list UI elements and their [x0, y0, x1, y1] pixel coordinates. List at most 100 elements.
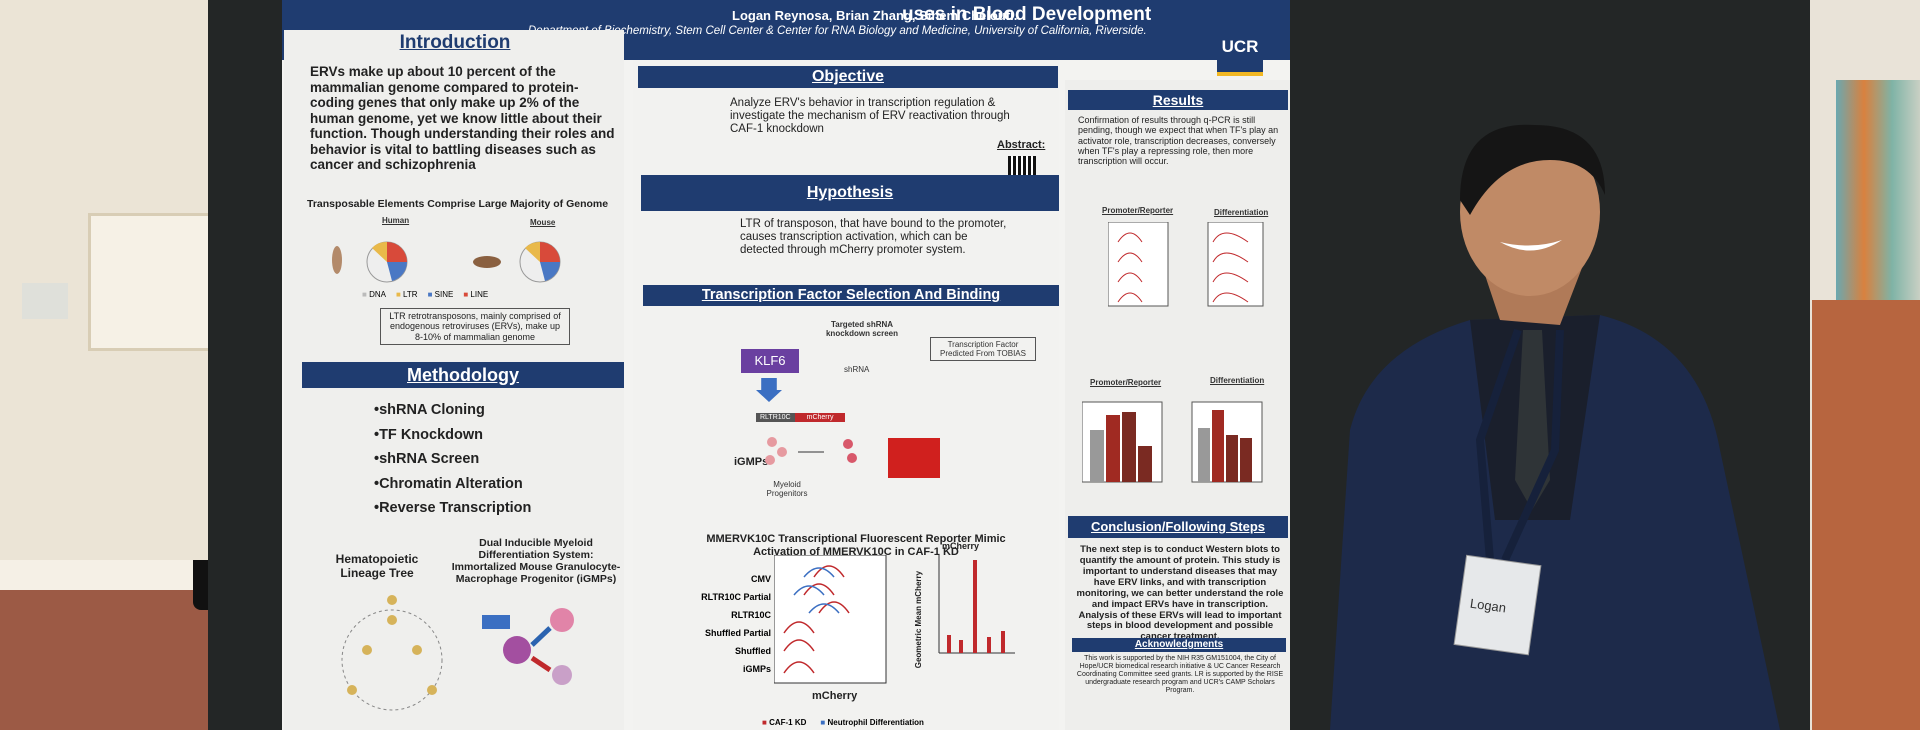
tf-heading: Transcription Factor Selection And Bindi…: [643, 285, 1059, 306]
bar-ylabel: Geometric Mean mCherry: [914, 570, 924, 669]
results-histograms: [1108, 222, 1264, 307]
right-person: [1812, 300, 1920, 730]
conclusion-text: The next step is to conduct Western blot…: [1076, 544, 1284, 643]
lineage-diagram: [341, 595, 574, 711]
results-bars: [1082, 401, 1263, 483]
reporter-xlabel: mCherry: [812, 690, 858, 702]
method-item: •shRNA Screen: [374, 451, 480, 467]
system-title: Dual Inducible Myeloid Differentiation S…: [451, 537, 621, 586]
row-label: RLTR10C Partial: [701, 592, 771, 602]
legend-item: ■ DNA: [362, 290, 386, 299]
affiliation: Department of Biochemistry, Stem Cell Ce…: [528, 25, 1147, 37]
bar-chart: [938, 555, 1015, 654]
row-label: RLTR10C: [731, 610, 771, 620]
legend-item: ■ SINE: [427, 290, 454, 299]
lineage-title: Hematopoietic Lineage Tree: [335, 552, 419, 580]
pie-slice: [540, 242, 560, 262]
pie-slice: [540, 262, 560, 281]
construct-part: RLTR10C: [756, 413, 795, 422]
legend-label: CAF-1 KD: [769, 718, 807, 727]
pie-slice: [372, 241, 387, 262]
legend-label: LINE: [470, 290, 489, 299]
mouse-icon: [473, 256, 501, 268]
badge: [1453, 554, 1542, 656]
method-list: •shRNA Cloning •TF Knockdown •shRNA Scre…: [374, 398, 531, 521]
bar: [987, 637, 991, 653]
plot-frame: [774, 555, 887, 684]
pie-slice: [387, 262, 407, 281]
cell: [387, 615, 397, 625]
curves: [793, 567, 840, 614]
neutrophil-cell: [550, 608, 574, 632]
cell: [427, 685, 437, 695]
intro-text: ERVs make up about 10 percent of the mam…: [310, 64, 615, 173]
pie-slice: [525, 241, 540, 262]
shrna-label: shRNA: [844, 365, 870, 374]
legend-label: Neutrophil Differentiation: [827, 718, 924, 727]
bar: [1240, 438, 1252, 482]
legend-item: ■ LINE: [463, 290, 489, 299]
row-label: Shuffled Partial: [704, 628, 771, 638]
method-item: •TF Knockdown: [374, 426, 483, 443]
bar: [1090, 430, 1104, 482]
right-poster: [1836, 80, 1920, 310]
ltr-note: LTR retrotransposons, mainly comprised o…: [380, 308, 570, 346]
row-label: CMV: [751, 574, 771, 584]
igmp-cell: [503, 636, 531, 664]
cell: [765, 455, 775, 465]
panel-title: Differentiation: [1210, 376, 1265, 385]
presenter: [1330, 124, 1780, 730]
poster-title: uses in Blood Development: [902, 4, 1152, 25]
cell: [767, 437, 777, 447]
ucr-logo: UCR: [1217, 26, 1263, 76]
bar: [1198, 428, 1210, 482]
bar: [1212, 410, 1224, 482]
lineage-cell: [552, 665, 572, 685]
legend-item: ■ CAF-1 KD: [762, 718, 807, 727]
legend-label: DNA: [369, 290, 386, 299]
method-item: •Reverse Transcription: [374, 500, 532, 516]
human-icon: [332, 246, 342, 274]
histograms: [774, 555, 887, 684]
cell: [387, 595, 397, 605]
te-legend: ■ DNA ■ LTR ■ SINE ■ LINE: [362, 290, 488, 299]
cell: [412, 645, 422, 655]
curves: [783, 565, 850, 674]
row-label: Shuffled: [735, 646, 771, 656]
bar: [973, 560, 977, 653]
plot-frame: [1108, 222, 1169, 307]
legend-item: ■ Neutrophil Differentiation: [820, 718, 924, 727]
legend-label: LTR: [403, 290, 418, 299]
ack-text: This work is supported by the NIH R35 GM…: [1076, 655, 1284, 695]
intro-heading: Introduction: [399, 32, 511, 53]
tie: [1515, 330, 1550, 510]
arrow: [530, 655, 552, 673]
cells: [765, 437, 857, 465]
red-box: [888, 438, 940, 478]
screen-label: Targeted shRNA knockdown screen: [825, 320, 899, 338]
panel-title: Promoter/Reporter: [1090, 378, 1162, 387]
mouse-label: Mouse: [530, 218, 556, 227]
cell: [847, 453, 857, 463]
construct-part: mCherry: [794, 413, 846, 422]
reporter-rows: CMV RLTR10C Partial RLTR10C Shuffled Par…: [677, 570, 771, 678]
panel-title: Promoter/Reporter: [1102, 206, 1174, 215]
bar: [1226, 435, 1238, 482]
diagram-ring: [341, 609, 443, 711]
bar: [1138, 446, 1152, 482]
cell: [777, 447, 787, 457]
hypothesis-text: LTR of transposon, that have bound to th…: [740, 218, 1007, 257]
panel-title: Differentiation: [1214, 208, 1269, 217]
row-label: iGMPs: [742, 664, 771, 674]
lanyard: [1475, 328, 1564, 562]
bar-title: mCherry: [942, 541, 980, 551]
bar: [1122, 412, 1136, 482]
bar: [947, 635, 951, 653]
construct: RLTR10C mCherry: [756, 413, 846, 422]
authors: Logan Reynosa, Brian Zhang, Sihem Chelou…: [732, 8, 1018, 23]
poster: uses in Blood Development Logan Reynosa,…: [282, 0, 1290, 730]
legend-item: ■ LTR: [395, 290, 418, 299]
curves: [1212, 232, 1249, 303]
cell: [347, 685, 357, 695]
igmps-label: iGMPs: [734, 456, 769, 468]
